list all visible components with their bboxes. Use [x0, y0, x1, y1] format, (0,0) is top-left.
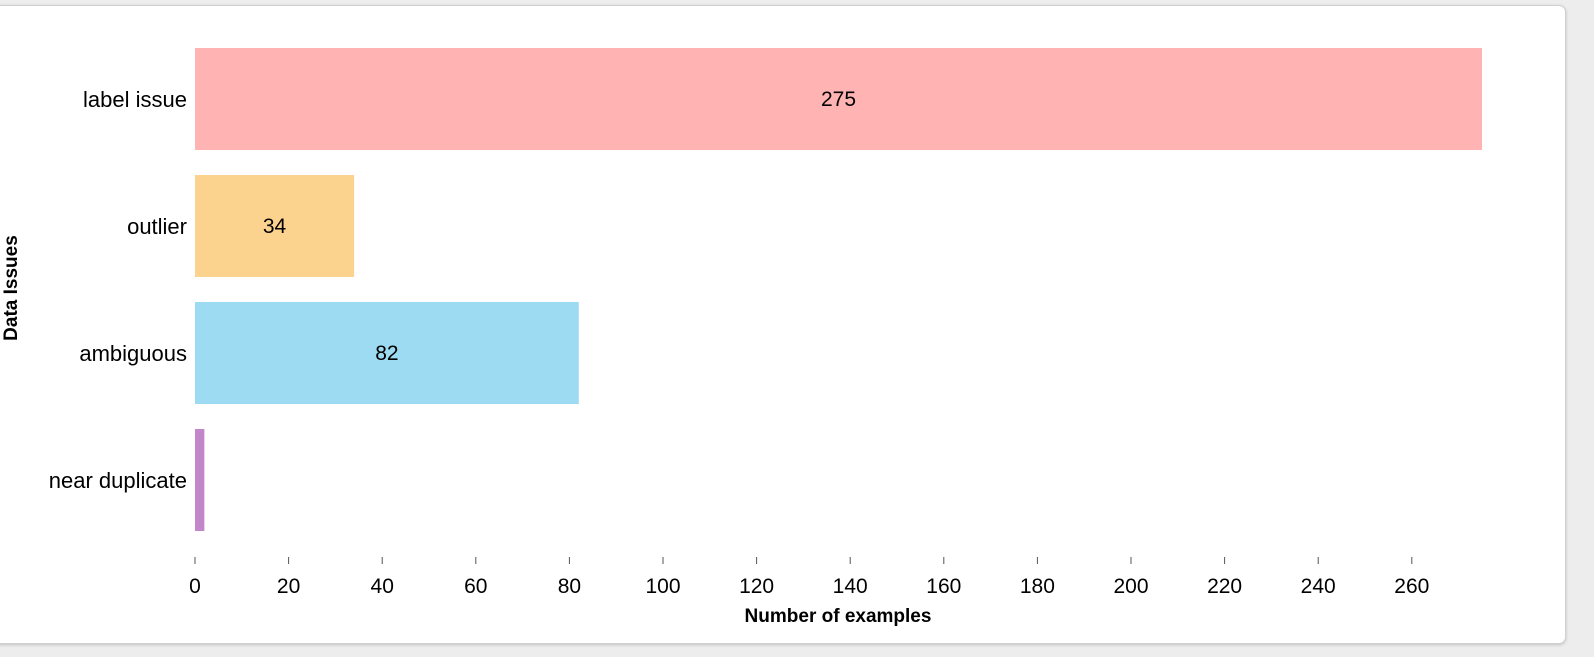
value-label-ambiguous: 82 [375, 342, 398, 365]
data-issues-bar-chart: label issue outlier ambiguous near duplicat… [1, 48, 1482, 627]
category-label-near-duplicate: near duplicate [49, 468, 187, 493]
bar-outlier [195, 175, 355, 277]
x-tick-label-260: 260 [1394, 575, 1429, 598]
bar-ambiguous [195, 302, 579, 404]
bar-label-issue [195, 48, 1482, 150]
y-axis-title: Data Issues [1, 235, 22, 341]
x-tick-label-80: 80 [558, 575, 581, 598]
x-tick-label-20: 20 [277, 575, 300, 598]
x-tick-label-200: 200 [1113, 575, 1148, 598]
x-tick-label-160: 160 [926, 575, 961, 598]
x-tick-label-100: 100 [645, 575, 680, 598]
x-tick-label-180: 180 [1020, 575, 1055, 598]
chart-card: label issue outlier ambiguous near duplicat… [0, 5, 1566, 644]
x-tick-label-40: 40 [371, 575, 394, 598]
category-label-ambiguous: ambiguous [79, 341, 187, 366]
x-tick-label-60: 60 [464, 575, 487, 598]
value-labels-group: 275 34 82 [263, 88, 856, 365]
x-axis-ticks-group: 0 20 40 60 80 100 120 140 160 180 200 220 240 260 [189, 557, 1429, 598]
category-label-outlier: outlier [127, 214, 187, 239]
x-tick-label-140: 140 [833, 575, 868, 598]
bar-near-duplicate [195, 429, 205, 531]
category-label-label-issue: label issue [83, 87, 187, 112]
bars-group [195, 48, 1482, 531]
value-label-label-issue: 275 [821, 88, 856, 111]
value-label-outlier: 34 [263, 215, 287, 238]
x-tick-label-120: 120 [739, 575, 774, 598]
x-tick-label-240: 240 [1301, 575, 1336, 598]
x-axis-title: Number of examples [745, 606, 932, 627]
category-labels-group: label issue outlier ambiguous near duplicat… [49, 87, 187, 493]
x-tick-label-220: 220 [1207, 575, 1242, 598]
x-tick-label-0: 0 [189, 575, 201, 598]
